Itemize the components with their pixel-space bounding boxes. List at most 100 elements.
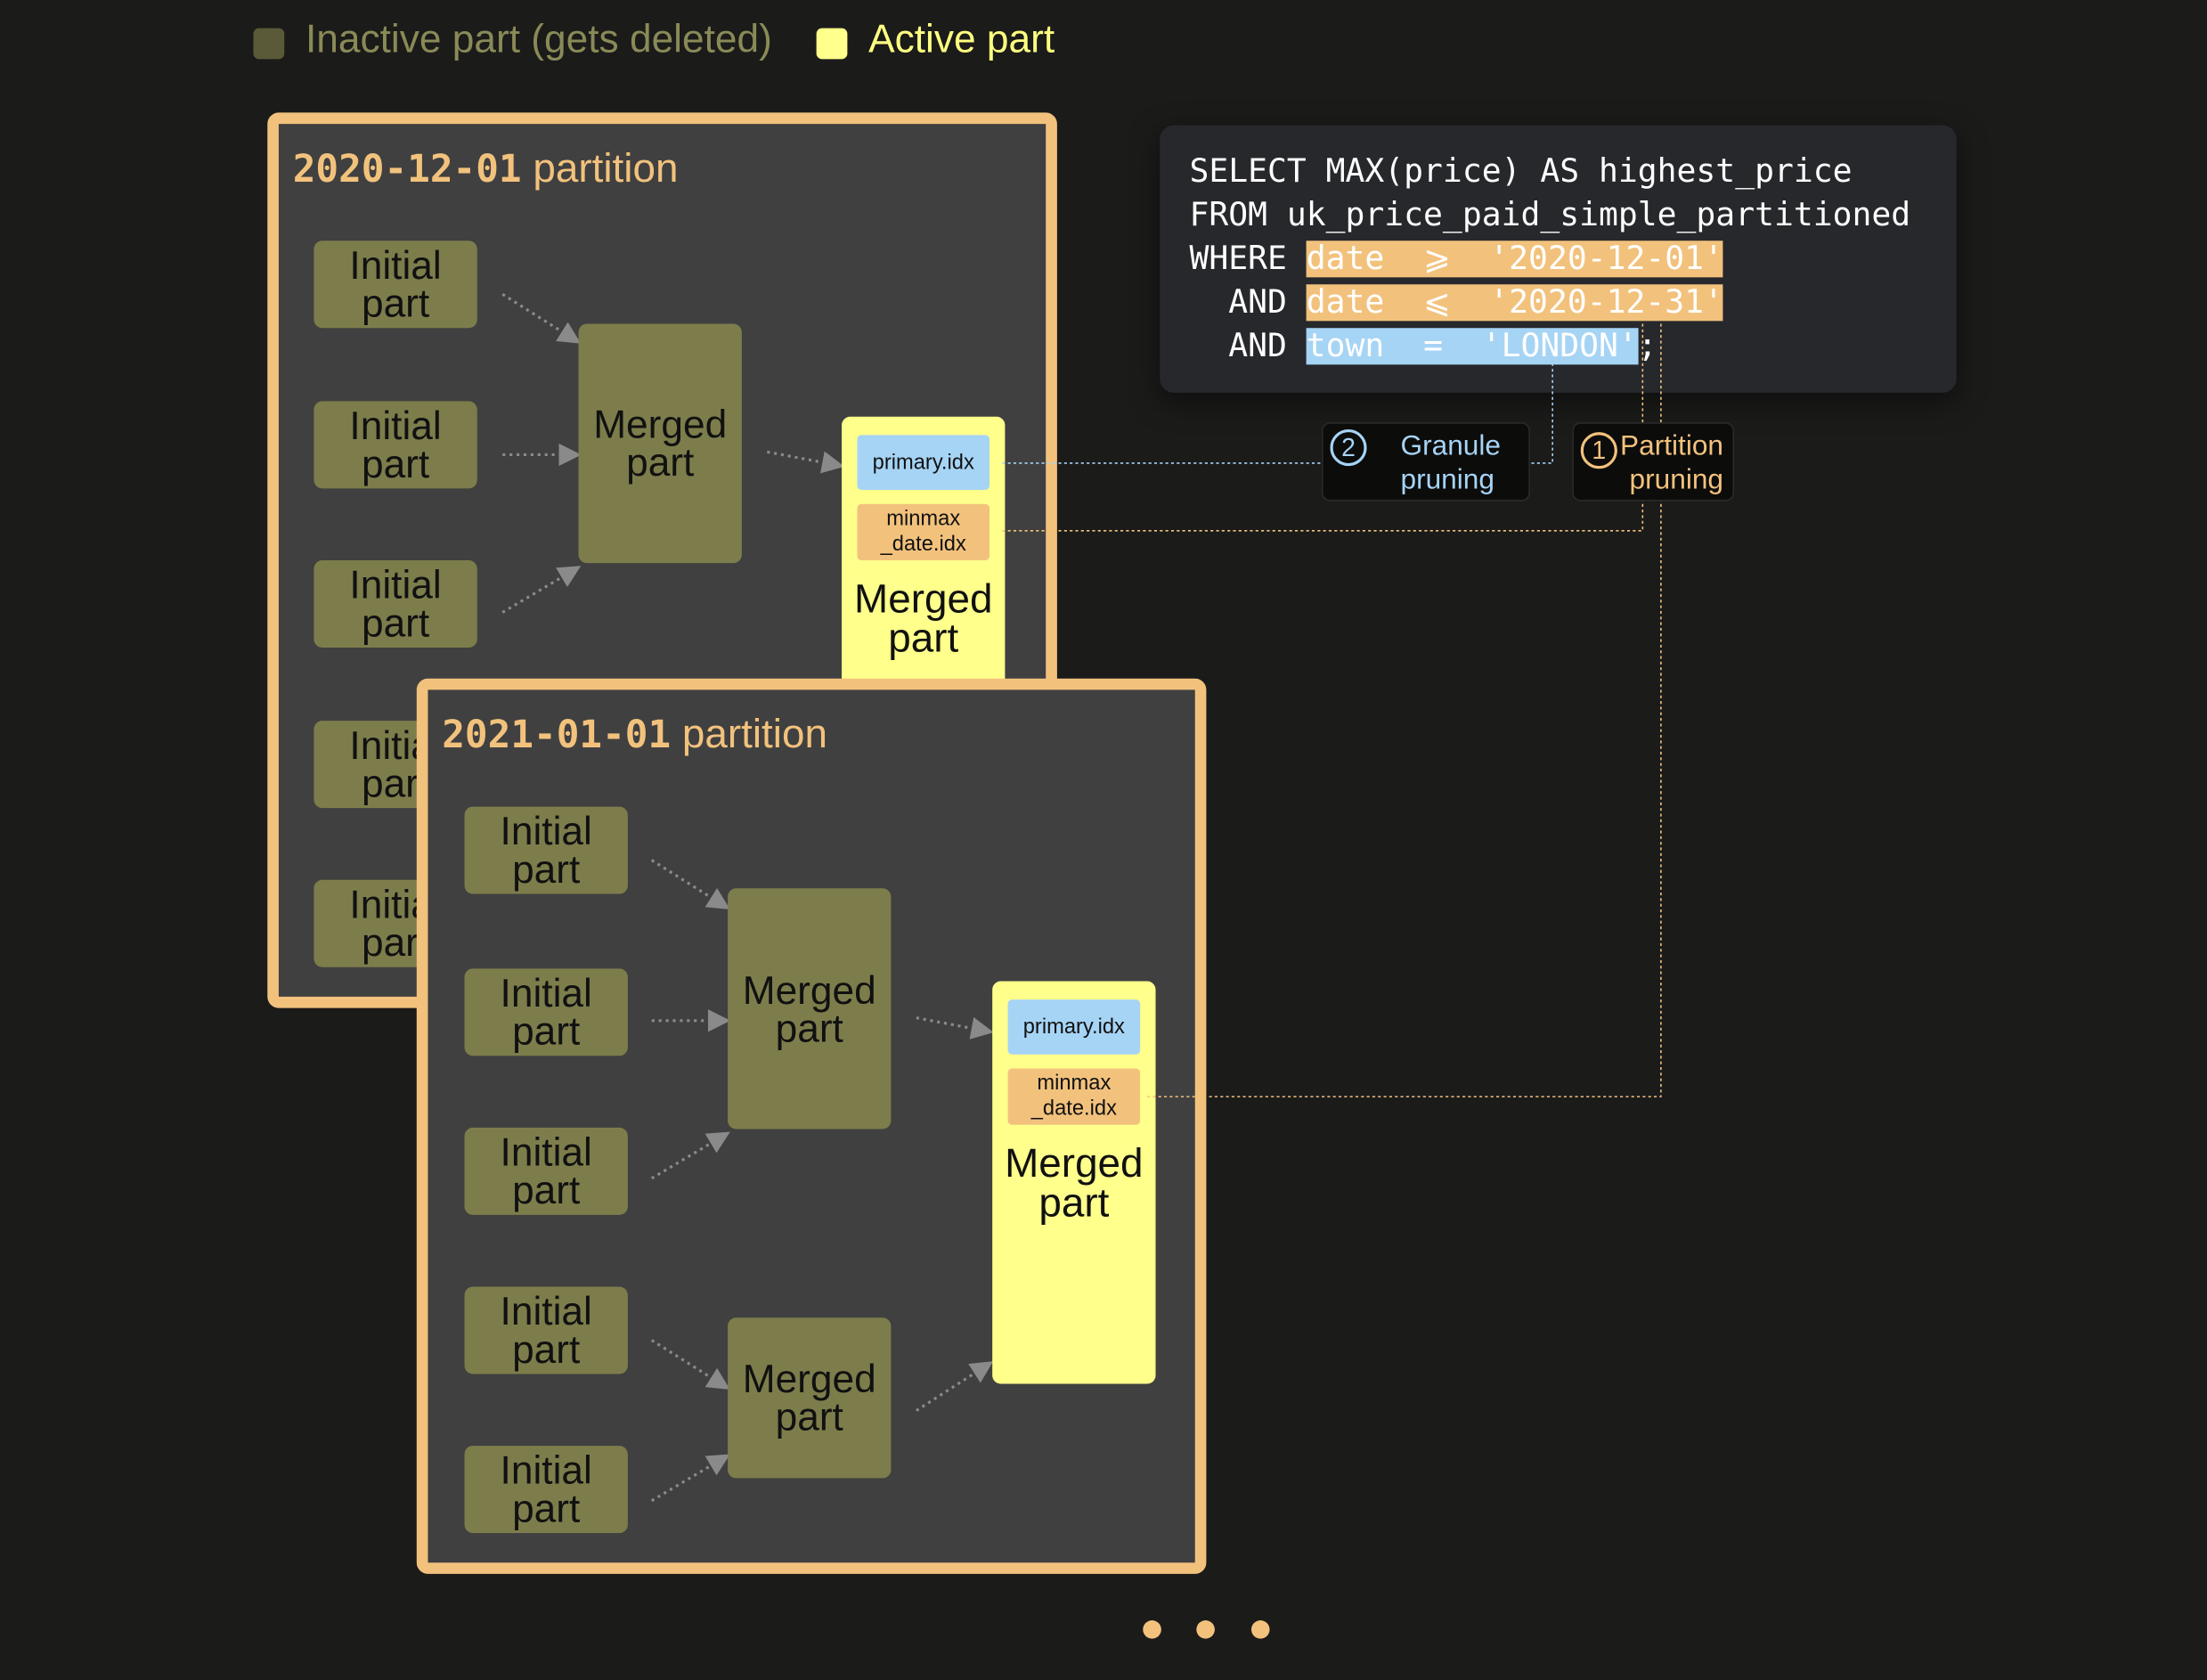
sql-query-box: SELECT MAX(price) AS highest_price FROM …	[1160, 125, 1957, 393]
merge-arrow	[650, 1339, 730, 1390]
badge-line1: Partition	[1620, 430, 1724, 462]
partition-pruning-label: Partition pruning	[1620, 429, 1723, 497]
sql-line-3: WHERE date ⩾ '2020-12-01'	[1189, 238, 1723, 280]
initial-part: Initial part	[464, 968, 628, 1056]
initial-part: Initial part	[314, 241, 477, 329]
initial-part-line1: Initial	[500, 1448, 592, 1493]
merged-part-label: Merged part	[842, 576, 1005, 662]
ellipsis-dot	[1196, 1620, 1215, 1639]
partition-label: partition	[533, 146, 679, 192]
merged-part-inactive: Merged part	[578, 323, 742, 564]
initial-part-line2: part	[361, 600, 430, 645]
sql-line-4: AND date ⩽ '2020-12-31'	[1189, 281, 1723, 323]
merge-arrow	[650, 859, 730, 910]
merge-arrows	[650, 859, 994, 1503]
sql-date-condition: date ⩽ '2020-12-31'	[1306, 284, 1723, 322]
partition-date: 2021-01-01	[442, 714, 672, 758]
merge-arrow	[650, 1131, 730, 1180]
granule-pruning-label: Granule pruning	[1400, 429, 1500, 497]
minmax-line1: minmax	[1037, 1071, 1112, 1096]
initial-part-line1: Initial	[500, 971, 592, 1015]
merged-part-line2: part	[626, 440, 695, 485]
merge-arrow	[650, 1454, 730, 1503]
sql-date-condition: date ⩾ '2020-12-01'	[1306, 241, 1723, 278]
initial-part-line1: Initial	[349, 404, 442, 448]
merge-arrows	[501, 292, 845, 614]
merged-part-line2: part	[775, 1395, 843, 1439]
partition-pruning-badge: 1 Partition pruning	[1572, 422, 1735, 502]
minmax-line2: _date.idx	[880, 532, 966, 557]
initial-part-line2: part	[512, 847, 581, 892]
merged-part-inactive: Merged part	[728, 888, 892, 1130]
partition-title: 2020-12-01 partition	[293, 146, 679, 192]
step-1-icon: 1	[1580, 432, 1617, 469]
sql-line-2: FROM uk_price_paid_simple_partitioned	[1189, 197, 1911, 234]
granule-pruning-badge: 2 Granule pruning	[1321, 422, 1530, 502]
badge-line2: pruning	[1400, 464, 1494, 496]
merged-part-label: Merged part	[992, 1141, 1155, 1227]
initial-part-line1: Initial	[349, 563, 442, 608]
partition-connector-2020	[999, 323, 1644, 532]
sql-line-1: SELECT MAX(price) AS highest_price	[1189, 153, 1853, 191]
minmax-date-idx: minmax _date.idx	[857, 503, 990, 560]
partition-label: partition	[681, 712, 827, 758]
merged-line1: Merged	[854, 576, 993, 623]
merged-line2: part	[888, 616, 959, 662]
merged-line1: Merged	[1005, 1141, 1144, 1187]
sql-keyword: AND	[1189, 328, 1307, 365]
sql-line-5: AND town = 'LONDON';	[1189, 325, 1657, 367]
initial-part-line1: Initial	[500, 1130, 592, 1175]
initial-part-line2: part	[512, 1168, 581, 1212]
ellipsis-dot	[1143, 1620, 1161, 1639]
merged-line2: part	[1038, 1180, 1110, 1227]
initial-part: Initial part	[464, 1127, 628, 1215]
partition-title: 2021-01-01 partition	[442, 713, 827, 759]
legend-inactive-swatch	[253, 28, 285, 60]
initial-part-line2: part	[512, 1486, 581, 1530]
initial-part-line1: Initial	[500, 809, 592, 853]
sql-keyword: AND	[1189, 284, 1307, 322]
initial-part-line1: Initial	[500, 1289, 592, 1333]
initial-part-line2: part	[361, 281, 430, 326]
merge-arrow	[501, 566, 582, 614]
step-2-icon: 2	[1330, 429, 1367, 467]
merge-arrow	[916, 1016, 994, 1040]
badge-line2: pruning	[1629, 464, 1724, 496]
initial-part-line2: part	[361, 442, 430, 486]
partition-2021-01-01: 2021-01-01 partition Initial part Initial…	[416, 678, 1207, 1574]
initial-part: Initial part	[464, 806, 628, 894]
initial-part: Initial part	[314, 559, 477, 648]
legend-active-swatch	[816, 28, 848, 60]
initial-part: Initial part	[464, 1286, 628, 1374]
partition-date: 2020-12-01	[292, 147, 522, 192]
merged-part-line2: part	[775, 1006, 843, 1050]
legend-inactive-label: Inactive part (gets deleted)	[305, 16, 772, 61]
initial-part: Initial part	[314, 401, 477, 489]
legend-active-label: Active part	[868, 16, 1055, 61]
primary-idx: primary.idx	[857, 435, 990, 490]
ellipsis-dot	[1250, 1620, 1270, 1639]
initial-part-line1: Initial	[349, 243, 442, 288]
merged-part-active: primary.idx minmax _date.idx Merged part	[992, 981, 1156, 1384]
merged-part-inactive: Merged part	[728, 1317, 892, 1479]
primary-idx: primary.idx	[1007, 999, 1141, 1055]
initial-part-line2: part	[512, 1009, 581, 1054]
badge-line1: Granule	[1400, 430, 1501, 462]
merged-part-line1: Merged	[742, 1357, 876, 1401]
merge-arrow	[915, 1361, 994, 1412]
initial-part: Initial part	[464, 1446, 628, 1534]
sql-town-condition: town = 'LONDON'	[1306, 328, 1638, 365]
merge-arrow	[767, 450, 845, 474]
initial-part-line2: part	[512, 1327, 581, 1372]
merged-part-line1: Merged	[593, 402, 728, 446]
minmax-line2: _date.idx	[1030, 1097, 1117, 1121]
merge-arrow	[501, 292, 582, 344]
partition-connector-2021	[1147, 323, 1662, 1097]
minmax-line1: minmax	[886, 506, 961, 531]
minmax-date-idx: minmax _date.idx	[1007, 1068, 1141, 1125]
sql-keyword: WHERE	[1189, 241, 1307, 278]
merged-part-line1: Merged	[742, 967, 876, 1012]
granule-connector	[999, 363, 1553, 464]
